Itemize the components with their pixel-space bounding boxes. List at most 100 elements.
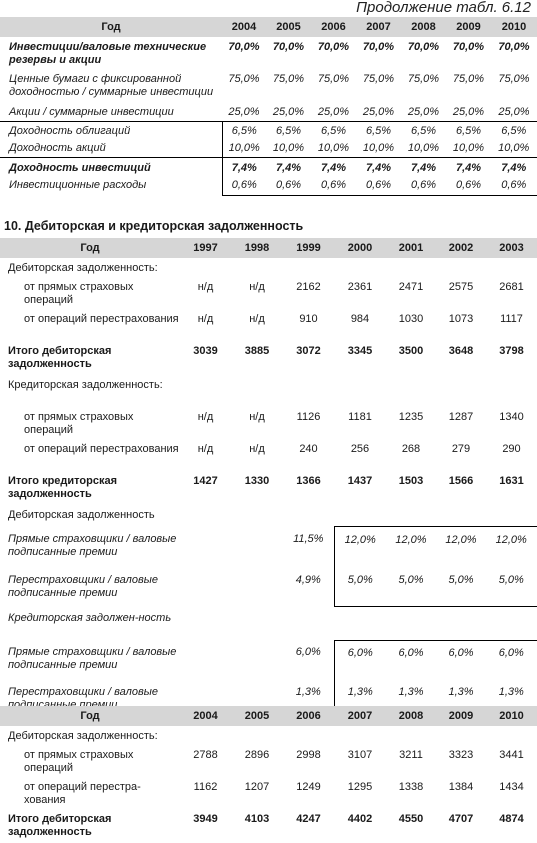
cell: 1338	[398, 781, 424, 793]
cell: 5,0%	[386, 570, 436, 607]
row-label: Итого кредиторская задолженность	[8, 475, 118, 500]
cell: 1162	[193, 781, 218, 793]
cell: 4402	[347, 813, 373, 825]
row-label: Кредиторская задолжен-ность	[8, 612, 172, 624]
cell	[334, 505, 386, 526]
cell: 3949	[193, 813, 218, 825]
table-row: Доходность облигаций 6,5% 6,5% 6,5% 6,5%…	[0, 120, 537, 139]
cell: 3211	[399, 749, 423, 761]
cell	[180, 505, 231, 526]
row-label: Инвестиции/валовые технические резервы и…	[9, 41, 207, 66]
cell	[436, 726, 486, 745]
cell	[334, 726, 386, 745]
row-label: Итого дебиторская задолженность	[8, 813, 112, 838]
table-row: Итого кредиторская задолженность 1427 13…	[0, 471, 537, 505]
table-row: от прямых страховых операций н/д н/д 112…	[0, 407, 537, 439]
table-row: Дебиторская задолженность	[0, 505, 537, 526]
cell: 1,3%	[295, 686, 321, 698]
table-row: Акции / суммарные инвестиции 25,0% 25,0%…	[0, 103, 537, 121]
cell: 6,0%	[386, 639, 436, 682]
cell	[283, 606, 334, 640]
cell: 290	[502, 443, 521, 455]
cell	[386, 726, 436, 745]
cell	[231, 606, 283, 640]
cell: 7,4%	[221, 156, 266, 176]
row-label: Доходность облигаций	[0, 120, 222, 139]
cell: 75,0%	[452, 73, 485, 85]
cell: 6,0%	[486, 639, 537, 682]
cell: 25,0%	[362, 106, 395, 118]
cell: 6,5%	[491, 120, 537, 139]
table-row: от операций перестра-хования 1162 1207 1…	[0, 777, 537, 809]
cell: 10,0%	[491, 139, 537, 157]
year-col: 2004	[180, 706, 231, 726]
row-label: Дебиторская задолженность:	[8, 262, 158, 274]
cell: 279	[451, 443, 471, 455]
cell: 70,0%	[272, 41, 305, 53]
row-label: от прямых страховых операций	[24, 411, 134, 436]
table-row: Инвестиции/валовые технические резервы и…	[0, 37, 537, 69]
cell	[180, 526, 231, 570]
cell: 25,0%	[407, 106, 440, 118]
cell: 1503	[398, 475, 424, 487]
cell: 3441	[499, 749, 524, 761]
cell	[334, 606, 386, 640]
cell: 70,0%	[362, 41, 395, 53]
row-label: Дебиторская задолженность:	[8, 730, 158, 742]
cell: 7,4%	[446, 156, 491, 176]
cell: 1566	[448, 475, 474, 487]
year-col: 2007	[334, 706, 386, 726]
cell: 6,5%	[446, 120, 491, 139]
year-col: 1999	[283, 238, 334, 258]
cell: 4707	[448, 813, 474, 825]
year-header: Год	[0, 17, 222, 37]
cell	[231, 640, 283, 682]
row-label: Ценные бумаги с фиксированной доходность…	[9, 73, 214, 98]
row-label: от операций перестрахования	[24, 443, 179, 455]
cell	[486, 375, 537, 407]
table-row: от операций перестрахования н/д н/д 240 …	[0, 439, 537, 471]
cell: 1437	[347, 475, 373, 487]
cell: 10,0%	[272, 142, 305, 154]
cell: 6,0%	[436, 639, 486, 682]
cell: 910	[299, 313, 318, 325]
row-label: от операций перестрахования	[24, 313, 179, 325]
cell: 6,5%	[356, 120, 401, 139]
cell: 0,6%	[446, 176, 491, 196]
cell	[486, 505, 537, 526]
year-header: Год	[0, 238, 180, 258]
cell: 0,6%	[356, 176, 401, 196]
cell	[283, 258, 334, 277]
cell: 5,0%	[486, 570, 537, 607]
row-label: Доходность акций	[9, 142, 106, 154]
cell: 70,0%	[407, 41, 440, 53]
cell: 70,0%	[498, 41, 530, 53]
table-row: Кредиторская задолженность:	[0, 375, 537, 407]
year-col: 2007	[356, 17, 401, 37]
cell	[436, 606, 486, 640]
year-col: 2000	[334, 238, 386, 258]
row-label: Доходность инвестиций	[0, 156, 222, 176]
cell: 70,0%	[452, 41, 485, 53]
cell: 70,0%	[317, 41, 350, 53]
year-col: 2008	[386, 706, 436, 726]
cell: 7,4%	[311, 156, 356, 176]
table-row: Доходность акций 10,0% 10,0% 10,0% 10,0%…	[0, 139, 537, 157]
cell: н/д	[249, 443, 265, 455]
cell: 1207	[244, 781, 270, 793]
cell	[180, 258, 231, 277]
cell: 3039	[193, 345, 218, 357]
table-row: Ценные бумаги с фиксированной доходность…	[0, 69, 537, 103]
year-col: 2010	[486, 706, 537, 726]
cell	[283, 375, 334, 407]
receivables-forecast-table: Год 2004 2005 2006 2007 2008 2009 2010 Д…	[0, 706, 537, 843]
row-label: Перестраховщики / валовые подписанные пр…	[8, 574, 158, 599]
cell: 1434	[499, 781, 524, 793]
cell: 0,6%	[221, 176, 266, 196]
table-row: Инвестиционные расходы 0,6% 0,6% 0,6% 0,…	[0, 176, 537, 196]
cell: 75,0%	[228, 73, 260, 85]
cell	[334, 375, 386, 407]
cell: н/д	[197, 313, 214, 325]
cell: 3323	[448, 749, 474, 761]
cell	[386, 606, 436, 640]
